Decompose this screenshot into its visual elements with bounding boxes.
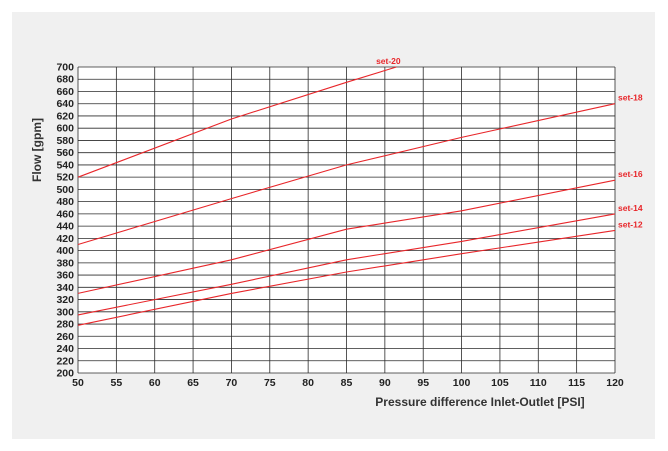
series-line-set-20 [77,66,397,178]
chart-panel: 200 220 240 260 280 300 320 340 360 380 400 420 440 4… [12,12,655,439]
y-tick-label: 400 [56,245,74,257]
y-tick-label: 680 [56,74,74,86]
y-tick-label: 340 [56,282,74,294]
x-tick-label: 90 [379,377,391,389]
series-labels: set-20 set-18 set-16 set-14 set-12 [376,56,643,229]
x-tick-label: 80 [302,377,314,389]
series-label: set-14 [618,203,643,213]
x-tick-label: 95 [417,377,429,389]
series-line-set-12 [77,229,616,326]
series-label: set-16 [618,169,643,179]
y-tick-label: 700 [56,62,74,74]
y-tick-label: 600 [56,123,74,135]
y-axis-title: Flow [gpm] [30,118,44,182]
x-tick-label: 70 [226,377,238,389]
series-label: set-18 [618,93,643,103]
x-tick-label: 115 [568,377,585,389]
y-tick-label: 280 [56,319,74,331]
x-axis-title: Pressure difference Inlet-Outlet [PSI] [375,395,584,409]
x-axis-ticks: 50 55 60 65 70 75 80 85 90 95 100 105 110 115 120 [72,377,624,389]
series-lines [77,66,616,326]
x-tick-label: 110 [530,377,547,389]
y-axis-ticks: 2002202402602803003203403603804004204404… [56,62,74,380]
y-tick-label: 620 [56,110,74,122]
x-tick-label: 120 [606,377,624,389]
y-tick-label: 260 [56,331,74,343]
x-tick-label: 65 [187,377,199,389]
y-tick-label: 540 [56,159,74,171]
x-tick-label: 50 [72,377,84,389]
x-tick-label: 85 [341,377,353,389]
x-tick-label: 55 [111,377,123,389]
y-tick-label: 200 [56,368,74,380]
y-tick-label: 640 [56,98,74,110]
y-tick-label: 320 [56,294,74,306]
y-tick-label: 460 [56,208,74,220]
series-line-set-18 [77,103,616,246]
y-tick-label: 560 [56,147,74,159]
y-tick-label: 580 [56,135,74,147]
y-tick-label: 480 [56,196,74,208]
series-line-set-16 [77,179,616,294]
x-tick-label: 100 [453,377,471,389]
y-tick-label: 240 [56,343,74,355]
y-tick-label: 300 [56,306,74,318]
y-tick-label: 440 [56,221,74,233]
x-tick-label: 60 [149,377,161,389]
y-tick-label: 420 [56,233,74,245]
y-tick-label: 500 [56,184,74,196]
grid [77,66,616,374]
y-tick-label: 520 [56,172,74,184]
y-tick-label: 660 [56,86,74,98]
series-label: set-20 [376,56,401,66]
series-label: set-12 [618,219,643,229]
x-tick-label: 75 [264,377,276,389]
flow-chart: 2002202402602803003203403603804004204404… [30,56,643,409]
y-tick-label: 220 [56,355,74,367]
y-tick-label: 360 [56,270,74,282]
x-tick-label: 105 [491,377,509,389]
y-tick-label: 380 [56,257,74,269]
series-line-set-14 [77,213,616,316]
